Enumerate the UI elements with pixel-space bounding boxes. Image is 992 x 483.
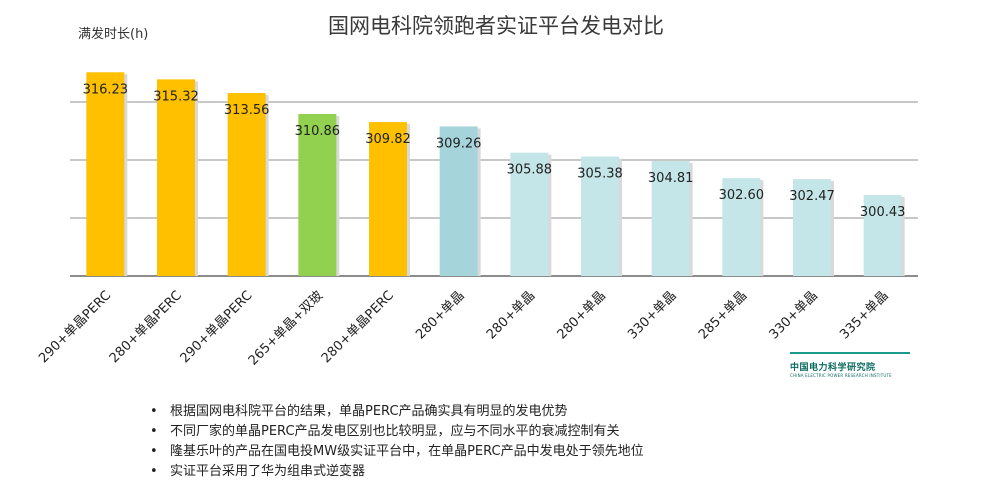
category-label: 290+单晶PERC bbox=[36, 288, 114, 366]
bar bbox=[863, 194, 902, 276]
logo-rule bbox=[790, 352, 910, 354]
category-label: 280+单晶 bbox=[484, 288, 538, 342]
bar bbox=[227, 93, 266, 276]
note-item: 实证平台采用了华为组串式逆变器 bbox=[150, 462, 644, 482]
data-label: 300.43 bbox=[860, 205, 906, 220]
bar bbox=[86, 72, 125, 276]
data-label: 304.81 bbox=[648, 171, 694, 186]
bar bbox=[157, 79, 195, 277]
bar bbox=[298, 113, 337, 276]
bar bbox=[439, 126, 478, 276]
category-label: 280+单晶PERC bbox=[107, 288, 185, 366]
category-label: 280+单晶 bbox=[555, 288, 609, 342]
data-label: 305.38 bbox=[577, 167, 623, 182]
bar bbox=[651, 160, 690, 276]
logo-name-en: CHINA ELECTRIC POWER RESEARCH INSTITUTE bbox=[790, 373, 892, 378]
bar bbox=[581, 156, 619, 276]
note-item: 隆基乐叶的产品在国电投MW级实证平台中，在单晶PERC产品中发电处于领先地位 bbox=[150, 442, 644, 462]
data-label: 302.47 bbox=[789, 189, 835, 204]
bar bbox=[369, 122, 407, 276]
y-axis-label: 满发时长(h) bbox=[78, 27, 149, 42]
category-label: 280+单晶 bbox=[413, 288, 467, 342]
data-label: 305.88 bbox=[507, 163, 553, 178]
data-label: 310.86 bbox=[295, 124, 341, 139]
category-label: 265+单晶+双玻 bbox=[246, 288, 326, 368]
category-label: 290+单晶PERC bbox=[178, 288, 256, 366]
category-label: 330+单晶 bbox=[625, 288, 679, 342]
bar bbox=[510, 152, 549, 276]
data-label: 302.60 bbox=[719, 188, 765, 203]
note-item: 根据国网电科院平台的结果，单晶PERC产品确实具有明显的发电优势 bbox=[150, 402, 644, 422]
category-label: 285+单晶 bbox=[696, 288, 750, 342]
data-label: 309.26 bbox=[436, 136, 482, 151]
note-item: 不同厂家的单晶PERC产品发电区别也比较明显，应与不同水平的衰减控制有关 bbox=[150, 422, 644, 442]
data-label: 313.56 bbox=[224, 103, 270, 118]
bar bbox=[793, 179, 831, 276]
category-label: 335+单晶 bbox=[837, 288, 891, 342]
category-label: 330+单晶 bbox=[767, 288, 821, 342]
logo-name-cn: 中国电力科学研究院 bbox=[790, 363, 876, 373]
cepri-logo: 中国电力科学研究院 CHINA ELECTRIC POWER RESEARCH … bbox=[790, 352, 910, 378]
bar-chart: 316.23 290+单晶PERC 315.32 280+单晶PERC 313.56 29… bbox=[36, 72, 918, 369]
category-label: 280+单晶PERC bbox=[319, 288, 397, 366]
chart-title: 国网电科院领跑者实证平台发电对比 bbox=[328, 14, 664, 38]
notes-list: 根据国网电科院平台的结果，单晶PERC产品确实具有明显的发电优势 不同厂家的单晶… bbox=[150, 402, 644, 482]
bar bbox=[722, 178, 761, 276]
data-label: 316.23 bbox=[83, 82, 129, 97]
data-label: 309.82 bbox=[365, 132, 411, 147]
data-label: 315.32 bbox=[153, 89, 199, 104]
